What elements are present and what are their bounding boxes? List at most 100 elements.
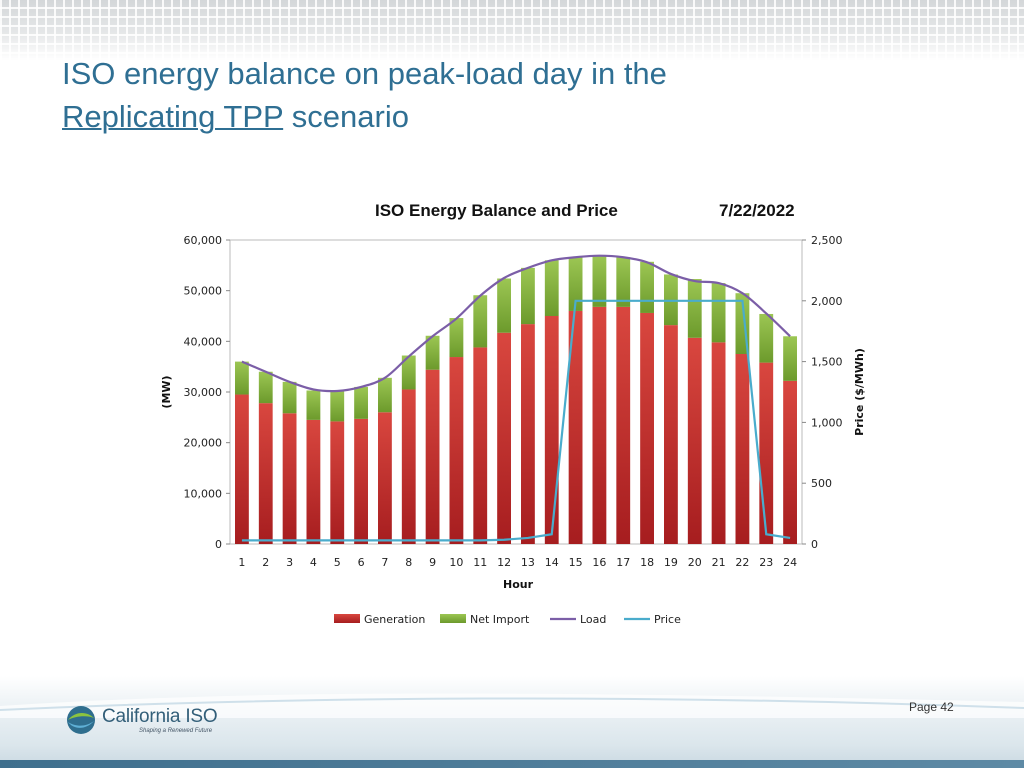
x-tick-label: 9 [429,556,436,569]
y-tick-label: 10,000 [184,487,223,500]
x-tick-label: 12 [497,556,511,569]
x-tick-label: 19 [664,556,678,569]
bar-net-import [497,278,511,333]
bar-net-import [783,336,797,381]
bar-net-import [449,318,464,358]
y-axis-title: (MW) [160,375,173,408]
bar-net-import [401,355,416,390]
bar-generation [449,357,464,544]
x-tick-label: 23 [759,556,773,569]
y2-tick-label: 2,000 [811,295,843,308]
x-axis-title: Hour [503,578,534,591]
axes: 0 10,000 20,000 30,000 40,000 50,000 60,000 0 50… [184,234,843,569]
bar-generation [687,337,702,544]
bar-net-import [759,313,774,363]
x-tick-label: 13 [521,556,535,569]
bar-net-import [544,260,559,316]
legend-label: Price [654,613,681,626]
x-tick-label: 15 [569,556,583,569]
bar-generation [354,418,368,544]
legend-label: Net Import [470,613,530,626]
footer-band [0,676,1024,768]
bar-net-import [640,261,654,313]
series-lines [241,254,791,542]
legend: Generation Net Import Load Price [334,613,681,626]
bar-net-import [258,371,273,404]
x-tick-label: 14 [545,556,559,569]
x-tick-label: 22 [735,556,749,569]
bar-net-import [235,361,249,395]
legend-swatch [334,614,360,623]
bar-net-import [378,377,392,413]
bar-net-import [282,381,297,414]
x-tick-label: 4 [310,556,317,569]
y2-tick-label: 2,500 [811,234,843,247]
bar-generation [521,324,535,544]
chart-svg: ISO Energy Balance and Price 7/22/2022 0… [160,201,866,626]
x-tick-label: 10 [449,556,463,569]
y-tick-label: 20,000 [184,437,223,450]
x-tick-label: 16 [592,556,606,569]
page-number: Page 42 [909,700,954,714]
bar-net-import [687,279,702,338]
x-tick-label: 17 [616,556,630,569]
bar-generation [401,389,416,544]
price-line [241,299,791,542]
title-link[interactable]: Replicating TPP [62,99,284,134]
bar-generation [425,369,440,544]
chart-title: ISO Energy Balance and Price [375,201,618,220]
x-tick-label: 20 [688,556,702,569]
bar-net-import [354,386,368,419]
load-line [241,254,791,393]
bar-generation [378,412,392,544]
logo-globe-icon [67,706,95,734]
y2-tick-label: 1,500 [811,356,843,369]
x-tick-label: 6 [358,556,365,569]
footer-swoosh [0,693,1024,718]
chart-date: 7/22/2022 [719,201,795,220]
bar-generation [235,394,249,544]
x-tick-label: 18 [640,556,654,569]
bar-net-import [521,267,535,325]
x-tick-label: 1 [238,556,245,569]
bar-generation [306,419,321,544]
y2-tick-label: 500 [811,477,832,490]
y2-tick-label: 1,000 [811,416,843,429]
legend-label: Generation [364,613,425,626]
bar-generation [735,354,750,544]
x-tick-label: 2 [262,556,269,569]
x-tick-label: 8 [405,556,412,569]
bar-generation [759,362,774,544]
footer-bar [0,760,1024,768]
page-title: ISO energy balance on peak-load day in t… [62,52,962,138]
y-tick-label: 50,000 [184,285,223,298]
bar-generation [282,413,297,544]
bar-generation [616,306,631,544]
bar-net-import [306,390,321,420]
bar-net-import [330,390,345,422]
y-tick-label: 0 [215,538,222,551]
bar-generation [640,312,654,544]
x-tick-label: 3 [286,556,293,569]
bar-generation [473,347,488,544]
bar-net-import [425,335,440,370]
bar-net-import [568,257,583,311]
bar-generation [711,342,726,544]
bar-generation [258,403,273,544]
y-tick-label: 60,000 [184,234,223,247]
logo-tagline: Shaping a Renewed Future [139,728,213,734]
y2-tick-label: 0 [811,538,818,551]
california-iso-logo: California ISO Shaping a Renewed Future [66,703,226,739]
y-tick-label: 30,000 [184,386,223,399]
bar-net-import [473,295,488,348]
bar-generation [330,421,345,544]
bar-generation [568,310,583,544]
y-tick-label: 40,000 [184,335,223,348]
bar-net-import [592,255,607,307]
bar-net-import [711,283,726,343]
bar-net-import [616,257,631,307]
title-rest: scenario [283,99,409,134]
x-tick-label: 5 [334,556,341,569]
x-tick-label: 24 [783,556,797,569]
bar-generation [544,316,559,544]
